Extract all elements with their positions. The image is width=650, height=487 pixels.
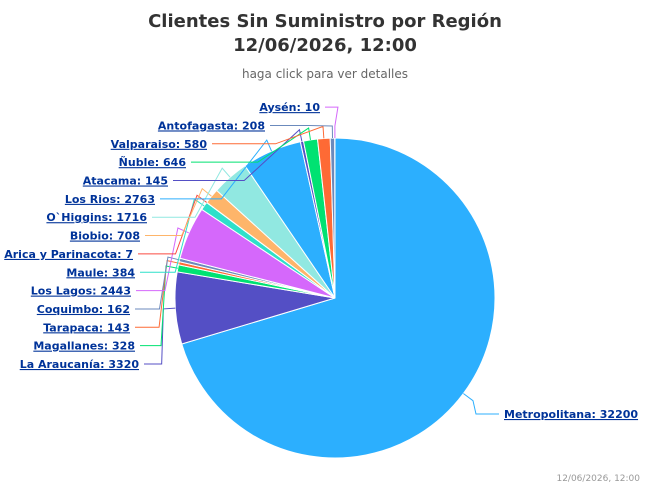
data-label[interactable]: Atacama: 145: [83, 175, 168, 188]
connector: [270, 124, 333, 139]
data-label[interactable]: Arica y Parinacota: 7: [4, 248, 133, 261]
data-label[interactable]: Maule: 384: [66, 266, 135, 279]
connector: [212, 125, 325, 145]
data-label[interactable]: Ñuble: 646: [119, 156, 187, 169]
connector: [144, 307, 176, 365]
data-label[interactable]: Antofagasta: 208: [158, 119, 265, 132]
connector: [140, 265, 178, 347]
chart-subtitle: haga click para ver detalles: [242, 67, 408, 81]
data-label[interactable]: Los Rios: 2763: [65, 193, 155, 206]
connector: [463, 393, 499, 415]
data-label[interactable]: Coquimbo: 162: [37, 303, 130, 316]
data-label[interactable]: Aysén: 10: [259, 101, 320, 114]
credits: 12/06/2026, 12:00: [556, 474, 640, 484]
connector: [160, 139, 272, 200]
data-label[interactable]: La Araucanía: 3320: [20, 358, 140, 371]
data-label[interactable]: Metropolitana: 32200: [504, 408, 638, 421]
data-label[interactable]: Los Lagos: 2443: [31, 285, 131, 298]
connector: [135, 259, 179, 328]
data-label[interactable]: Biobio: 708: [70, 230, 140, 243]
connector: [191, 127, 311, 163]
connector: [140, 198, 205, 273]
chart-title: Clientes Sin Suministro por Región: [148, 11, 502, 32]
connector: [173, 128, 303, 181]
connector: [145, 187, 212, 237]
data-label[interactable]: Magallanes: 328: [33, 340, 135, 353]
chart-title: 12/06/2026, 12:00: [233, 35, 417, 56]
connector: [135, 256, 180, 310]
data-label[interactable]: Valparaiso: 580: [111, 138, 208, 151]
connector: [152, 167, 231, 218]
data-label[interactable]: Tarapaca: 143: [43, 321, 130, 334]
data-label[interactable]: O`Higgins: 1716: [46, 211, 147, 224]
connector: [325, 106, 339, 139]
pie-slice[interactable]: [181, 137, 496, 459]
